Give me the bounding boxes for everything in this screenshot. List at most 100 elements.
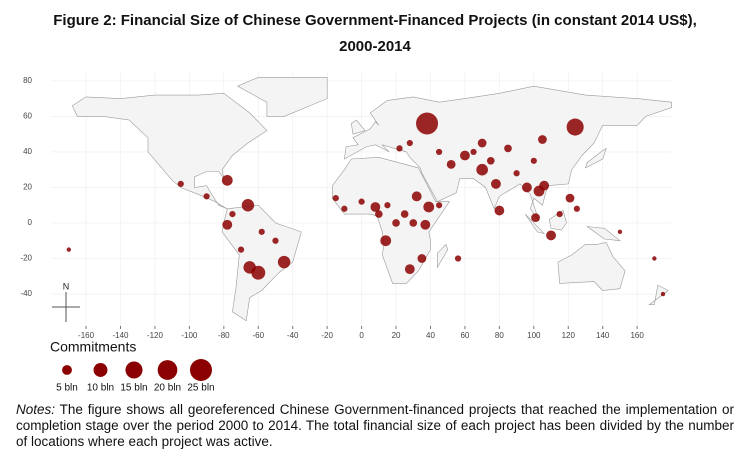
compass-label: N bbox=[63, 281, 70, 291]
land bbox=[332, 156, 450, 284]
project-bubble bbox=[446, 159, 456, 169]
x-tick-label: 140 bbox=[596, 331, 610, 340]
project-bubble bbox=[660, 291, 666, 297]
land bbox=[648, 284, 669, 305]
project-bubble bbox=[375, 210, 383, 218]
project-bubble bbox=[258, 228, 265, 235]
x-tick-label: -80 bbox=[218, 331, 230, 340]
project-bubble bbox=[384, 202, 391, 209]
project-bubble bbox=[435, 202, 443, 209]
legend-label: 20 bln bbox=[154, 383, 181, 394]
x-tick-label: -60 bbox=[252, 331, 264, 340]
project-bubble bbox=[241, 198, 255, 212]
land bbox=[524, 213, 546, 235]
legend-bubble bbox=[125, 361, 143, 379]
legend-bubble bbox=[157, 360, 178, 380]
project-bubble bbox=[617, 229, 623, 235]
y-tick-label: 0 bbox=[28, 218, 33, 227]
project-bubble bbox=[400, 210, 409, 218]
project-bubble bbox=[404, 264, 415, 275]
x-tick-label: -100 bbox=[181, 331, 198, 340]
project-bubble bbox=[392, 219, 400, 227]
project-bubble bbox=[504, 144, 512, 153]
project-bubble bbox=[491, 178, 501, 189]
project-bubble bbox=[470, 148, 477, 156]
x-tick-label: 20 bbox=[392, 331, 401, 340]
y-tick-label: 40 bbox=[23, 147, 32, 156]
x-tick-label: -20 bbox=[321, 331, 333, 340]
project-bubble bbox=[66, 247, 72, 252]
project-bubble bbox=[454, 255, 462, 262]
land bbox=[350, 119, 366, 135]
project-bubble bbox=[460, 150, 470, 161]
project-bubble bbox=[573, 205, 580, 212]
y-tick-label: -40 bbox=[20, 289, 32, 298]
notes: Notes: The figure shows all georeference… bbox=[16, 402, 734, 450]
project-bubble bbox=[539, 180, 550, 191]
land bbox=[236, 77, 328, 117]
project-bubble bbox=[411, 191, 422, 202]
project-bubble bbox=[416, 112, 439, 135]
project-bubble bbox=[435, 148, 443, 156]
project-bubble bbox=[538, 135, 547, 144]
legend-label: 15 bln bbox=[120, 383, 147, 394]
project-bubble bbox=[243, 261, 256, 274]
y-tick-label: 20 bbox=[23, 183, 32, 192]
project-bubble bbox=[522, 182, 532, 193]
project-bubble bbox=[531, 213, 540, 223]
project-bubble bbox=[530, 157, 537, 164]
y-tick-label: 80 bbox=[23, 76, 32, 85]
x-tick-label: 100 bbox=[527, 331, 541, 340]
land bbox=[437, 243, 449, 269]
x-tick-label: 40 bbox=[426, 331, 435, 340]
x-tick-label: -40 bbox=[287, 331, 299, 340]
project-bubble bbox=[494, 205, 505, 216]
project-bubble bbox=[229, 210, 236, 218]
project-bubble bbox=[513, 170, 520, 177]
y-tick-label: -20 bbox=[20, 254, 32, 263]
legend-title: Commitments bbox=[50, 339, 136, 355]
land bbox=[221, 204, 302, 322]
y-tick-label: 60 bbox=[23, 112, 32, 121]
project-bubble bbox=[565, 193, 575, 203]
project-bubble bbox=[358, 198, 365, 205]
legend-label: 5 bln bbox=[56, 383, 78, 394]
project-bubble bbox=[556, 210, 563, 218]
notes-label: Notes: bbox=[16, 402, 56, 417]
x-tick-label: 60 bbox=[460, 331, 469, 340]
project-bubble bbox=[237, 246, 245, 253]
project-bubble bbox=[396, 145, 403, 152]
x-tick-label: 160 bbox=[630, 331, 644, 340]
project-bubble bbox=[476, 163, 488, 176]
project-bubble bbox=[477, 138, 487, 148]
project-bubble bbox=[221, 174, 233, 186]
project-bubble bbox=[370, 202, 381, 212]
project-bubble bbox=[277, 255, 291, 269]
legend-label: 25 bln bbox=[187, 383, 214, 394]
project-bubble bbox=[420, 219, 431, 230]
legend-bubble bbox=[190, 359, 212, 381]
legend-label: 10 bln bbox=[87, 383, 114, 394]
chart-title: Figure 2: Financial Size of Chinese Gove… bbox=[53, 12, 697, 55]
project-bubble bbox=[417, 254, 427, 263]
x-tick-label: -160 bbox=[78, 331, 95, 340]
project-bubble bbox=[203, 193, 210, 200]
project-bubble bbox=[341, 205, 348, 212]
land bbox=[71, 92, 268, 210]
land bbox=[586, 226, 621, 242]
legend-bubble bbox=[93, 363, 108, 377]
project-bubble bbox=[423, 201, 435, 213]
project-bubble bbox=[566, 118, 584, 136]
land bbox=[584, 147, 607, 169]
x-tick-label: 0 bbox=[359, 331, 364, 340]
project-bubble bbox=[332, 195, 339, 202]
project-bubble bbox=[546, 230, 556, 241]
legend-bubble bbox=[62, 365, 72, 375]
project-bubble bbox=[380, 235, 392, 247]
project-bubble bbox=[272, 237, 279, 244]
x-tick-label: -120 bbox=[147, 331, 164, 340]
land bbox=[557, 242, 626, 291]
project-bubble bbox=[222, 219, 233, 230]
